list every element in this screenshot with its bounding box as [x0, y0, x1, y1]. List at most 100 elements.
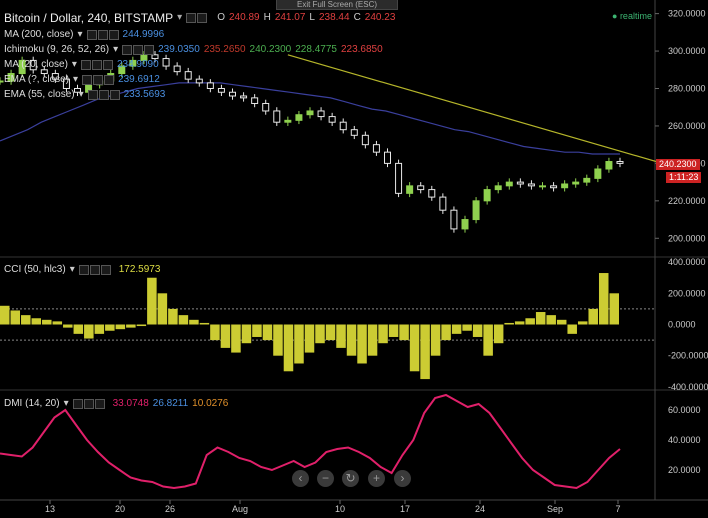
indicator-row-ma20[interactable]: MA (20, close) ▾ 234.9090 — [4, 59, 159, 71]
ohlc-c-label: C — [353, 12, 361, 23]
cci-bar — [105, 324, 115, 331]
candle-body — [605, 161, 613, 170]
scroll-left-button[interactable]: ‹ — [292, 470, 309, 487]
candle-body — [317, 110, 325, 118]
cci-bar — [283, 324, 294, 372]
cci-bar — [588, 308, 598, 325]
y-tick-label: -400.0000 — [668, 382, 708, 392]
y-tick-label: 200.0000 — [668, 233, 706, 243]
settings-icon[interactable] — [133, 45, 144, 55]
cci-bar — [430, 324, 441, 356]
chevron-down-icon[interactable]: ▾ — [71, 59, 77, 70]
indicator-buttons — [82, 75, 115, 85]
cci-bar — [231, 324, 241, 353]
close-icon[interactable] — [102, 60, 113, 70]
indicator-row-ichimoku[interactable]: Ichimoku (9, 26, 52, 26) ▾ 239.0350 235.2… — [4, 44, 383, 56]
x-tick-label: 7 — [615, 504, 620, 514]
settings-icon[interactable] — [93, 75, 104, 85]
cci-bar — [21, 315, 31, 325]
candle-body — [472, 200, 480, 221]
cci-bar — [304, 324, 315, 353]
cci-header[interactable]: CCI (50, hlc3) ▾ 172.5973 — [4, 264, 160, 276]
x-tick-label: Aug — [232, 504, 248, 514]
eye-icon[interactable] — [72, 399, 83, 409]
cci-bar — [315, 324, 325, 344]
candle-body — [516, 181, 524, 185]
scroll-right-button[interactable]: › — [394, 470, 411, 487]
settings-icon[interactable] — [186, 13, 197, 23]
chevron-down-icon[interactable]: ▾ — [63, 398, 69, 409]
cci-bar — [147, 277, 157, 325]
eye-icon[interactable] — [78, 265, 89, 275]
cci-bar — [126, 324, 136, 328]
cci-bar — [189, 319, 199, 325]
ohlc-h-value: 241.07 — [274, 12, 306, 23]
eye-icon[interactable] — [122, 45, 133, 55]
cci-bar — [357, 324, 367, 364]
cci-name: CCI (50, hlc3) — [4, 264, 66, 275]
settings-icon[interactable] — [91, 60, 102, 70]
indicator-name: MA (200, close) — [4, 29, 74, 40]
eye-icon[interactable] — [82, 75, 93, 85]
cci-bar — [598, 273, 609, 325]
indicator-row-ema[interactable]: EMA (?, close) ▾ 239.6912 — [4, 74, 160, 86]
cci-bar — [262, 324, 273, 341]
candle-body — [40, 69, 48, 75]
chevron-down-icon[interactable]: ▾ — [69, 264, 75, 275]
indicator-row-ma200[interactable]: MA (200, close) ▾ 244.9996 — [4, 29, 164, 41]
reset-button[interactable]: ↻ — [342, 470, 359, 487]
indicator-value: 244.9996 — [122, 29, 165, 40]
close-icon[interactable] — [109, 90, 120, 100]
close-icon[interactable] — [197, 13, 208, 23]
close-icon[interactable] — [104, 75, 115, 85]
chevron-down-icon[interactable]: ▾ — [113, 44, 119, 55]
chevron-down-icon[interactable]: ▾ — [73, 74, 79, 85]
y-tick-label: 280.0000 — [668, 84, 706, 94]
chevron-down-icon[interactable]: ▾ — [78, 89, 84, 100]
close-icon[interactable] — [100, 265, 111, 275]
zoom-out-button[interactable]: − — [317, 470, 334, 487]
x-tick-label: 24 — [475, 504, 485, 514]
eye-icon[interactable] — [87, 90, 98, 100]
settings-icon[interactable] — [83, 399, 94, 409]
eye-icon[interactable] — [80, 60, 91, 70]
cci-bar — [115, 324, 126, 330]
cci-bar — [0, 305, 10, 325]
candle-body — [372, 144, 380, 153]
indicator-row-ema55[interactable]: EMA (55, close) ▾ 233.5693 — [4, 89, 165, 101]
symbol-title[interactable]: Bitcoin / Dollar, 240, BITSTAMP — [4, 11, 174, 25]
indicator-name: EMA (55, close) — [4, 89, 75, 100]
close-icon[interactable] — [108, 30, 119, 40]
ohlc-l-label: L — [309, 12, 315, 23]
candle-body — [251, 97, 259, 104]
dmi-header[interactable]: DMI (14, 20) ▾ 33.0748 26.8211 10.0276 — [4, 398, 228, 410]
cci-bar — [535, 312, 546, 325]
exit-fullscreen-button[interactable]: Exit Full Screen (ESC) — [276, 0, 398, 10]
zoom-in-button[interactable]: + — [368, 470, 385, 487]
candle-body — [483, 189, 491, 202]
candle-body — [572, 181, 580, 185]
indicator-value: 234.9090 — [116, 59, 159, 70]
cci-bar — [451, 324, 462, 334]
chevron-down-icon[interactable]: ▾ — [77, 29, 83, 40]
cci-bar — [483, 324, 493, 356]
settings-icon[interactable] — [98, 90, 109, 100]
settings-icon[interactable] — [89, 265, 100, 275]
x-tick-label: 17 — [400, 504, 410, 514]
settings-icon[interactable] — [97, 30, 108, 40]
candle-body — [206, 82, 214, 90]
candle-body — [0, 80, 4, 83]
cci-bar — [73, 324, 84, 334]
close-icon[interactable] — [94, 399, 105, 409]
chevron-down-icon[interactable]: ▾ — [177, 12, 183, 23]
close-icon[interactable] — [144, 45, 155, 55]
cci-bar — [241, 324, 252, 344]
candle-body — [439, 196, 447, 211]
eye-icon[interactable] — [86, 30, 97, 40]
cci-bar — [514, 321, 525, 325]
cci-bar — [556, 319, 567, 325]
candle-body — [284, 119, 292, 123]
cci-bar — [525, 318, 535, 325]
cci-bar — [252, 324, 262, 337]
cci-bar — [294, 324, 304, 364]
